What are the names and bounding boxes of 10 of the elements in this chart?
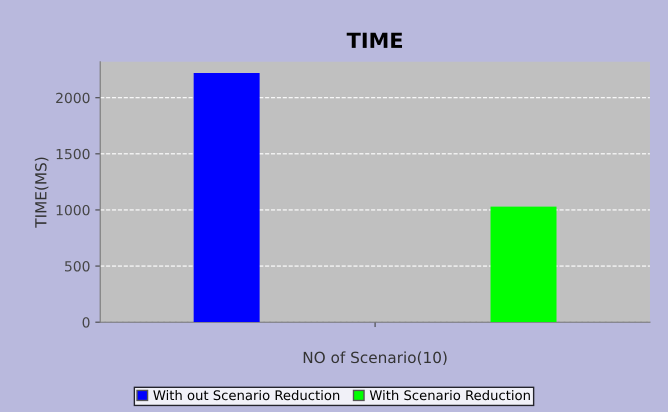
y-axis-title: TIME(MS) [34,158,48,228]
y-tick-label: 0 [82,317,90,328]
y-tick-label: 1500 [56,148,90,160]
legend-label: With Scenario Reduction [370,390,530,400]
y-tick-label: 500 [65,261,90,272]
y-tick-label: 2000 [56,92,90,104]
x-axis-title: NO of Scenario(10) [304,351,447,365]
y-tick-label: 1000 [56,204,90,216]
chart-title: TIME [346,32,402,48]
legend-label: With out Scenario Reduction [153,390,340,400]
